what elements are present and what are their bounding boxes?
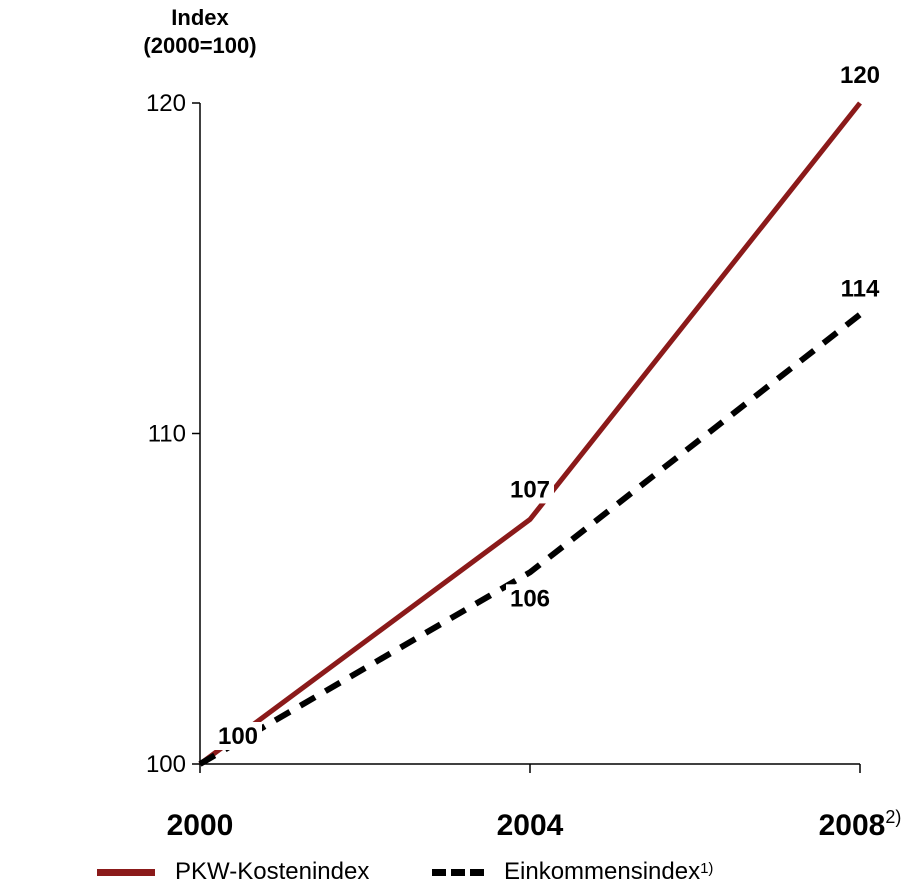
legend-swatch-pkw [97, 868, 155, 876]
legend-item-einkommen: Einkommensindex 1) [432, 858, 713, 886]
series-line-1 [198, 312, 862, 767]
data-labels: 100 107 120 106 114 [214, 61, 884, 750]
x-tick-label: 2000 [167, 809, 234, 842]
y-axis-title: Index (2000=100) [110, 4, 290, 60]
y-tick-label: 100 [146, 751, 186, 778]
data-label: 120 [840, 62, 880, 89]
data-label-bg [214, 722, 262, 750]
series-line-0 [198, 101, 862, 767]
axes: 100 110 120 2000 2004 20082) [146, 90, 901, 842]
data-label-bg [506, 584, 554, 613]
y-tick-label: 120 [146, 90, 186, 117]
legend-item-pkw: PKW-Kostenindex [97, 858, 369, 886]
data-label-bg [836, 274, 884, 303]
legend-label-einkommen: Einkommensindex [504, 858, 701, 885]
data-label: 100 [218, 723, 258, 750]
data-label-bg [506, 475, 554, 504]
y-tick-label: 110 [148, 421, 186, 448]
data-label: 106 [510, 585, 550, 612]
y-axis-title-line1: Index [171, 5, 229, 30]
x-tick-label: 2004 [497, 809, 564, 842]
data-label: 107 [510, 476, 550, 503]
x-tick-label: 20082) [819, 807, 902, 842]
legend-label-pkw: PKW-Kostenindex [175, 858, 370, 885]
legend-footnote-einkommen: 1) [700, 859, 714, 877]
y-axis-title-line2: (2000=100) [143, 33, 257, 58]
x-tick-footnote: 2) [885, 807, 901, 827]
data-label: 114 [841, 276, 880, 303]
legend-swatch-einkommen [432, 868, 484, 876]
series-lines [198, 101, 862, 767]
data-label-bg [836, 61, 884, 89]
